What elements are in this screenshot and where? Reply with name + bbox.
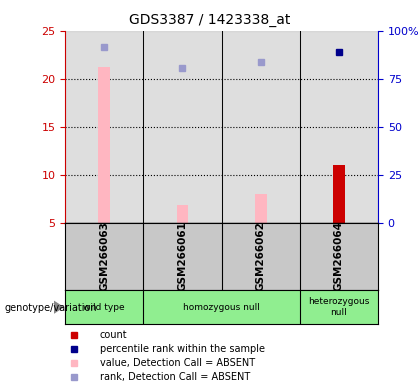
Text: heterozygous
null: heterozygous null <box>308 298 370 317</box>
Bar <box>222 31 300 223</box>
Bar <box>65 31 143 223</box>
Text: GSM266062: GSM266062 <box>256 222 266 291</box>
Bar <box>255 194 267 223</box>
Text: GSM266064: GSM266064 <box>334 221 344 291</box>
Text: GSM266063: GSM266063 <box>99 222 109 291</box>
Text: percentile rank within the sample: percentile rank within the sample <box>100 344 265 354</box>
Bar <box>176 205 188 223</box>
Text: GSM266061: GSM266061 <box>177 222 187 291</box>
Bar <box>98 67 110 223</box>
Text: wild type: wild type <box>84 303 125 312</box>
Bar <box>143 31 222 223</box>
Bar <box>300 31 378 223</box>
Text: rank, Detection Call = ABSENT: rank, Detection Call = ABSENT <box>100 372 250 382</box>
Text: homozygous null: homozygous null <box>183 303 260 312</box>
Text: GDS3387 / 1423338_at: GDS3387 / 1423338_at <box>129 13 291 27</box>
Bar <box>333 165 345 223</box>
Text: count: count <box>100 330 127 340</box>
Text: genotype/variation: genotype/variation <box>4 303 97 313</box>
Text: value, Detection Call = ABSENT: value, Detection Call = ABSENT <box>100 358 255 368</box>
Polygon shape <box>54 301 63 313</box>
